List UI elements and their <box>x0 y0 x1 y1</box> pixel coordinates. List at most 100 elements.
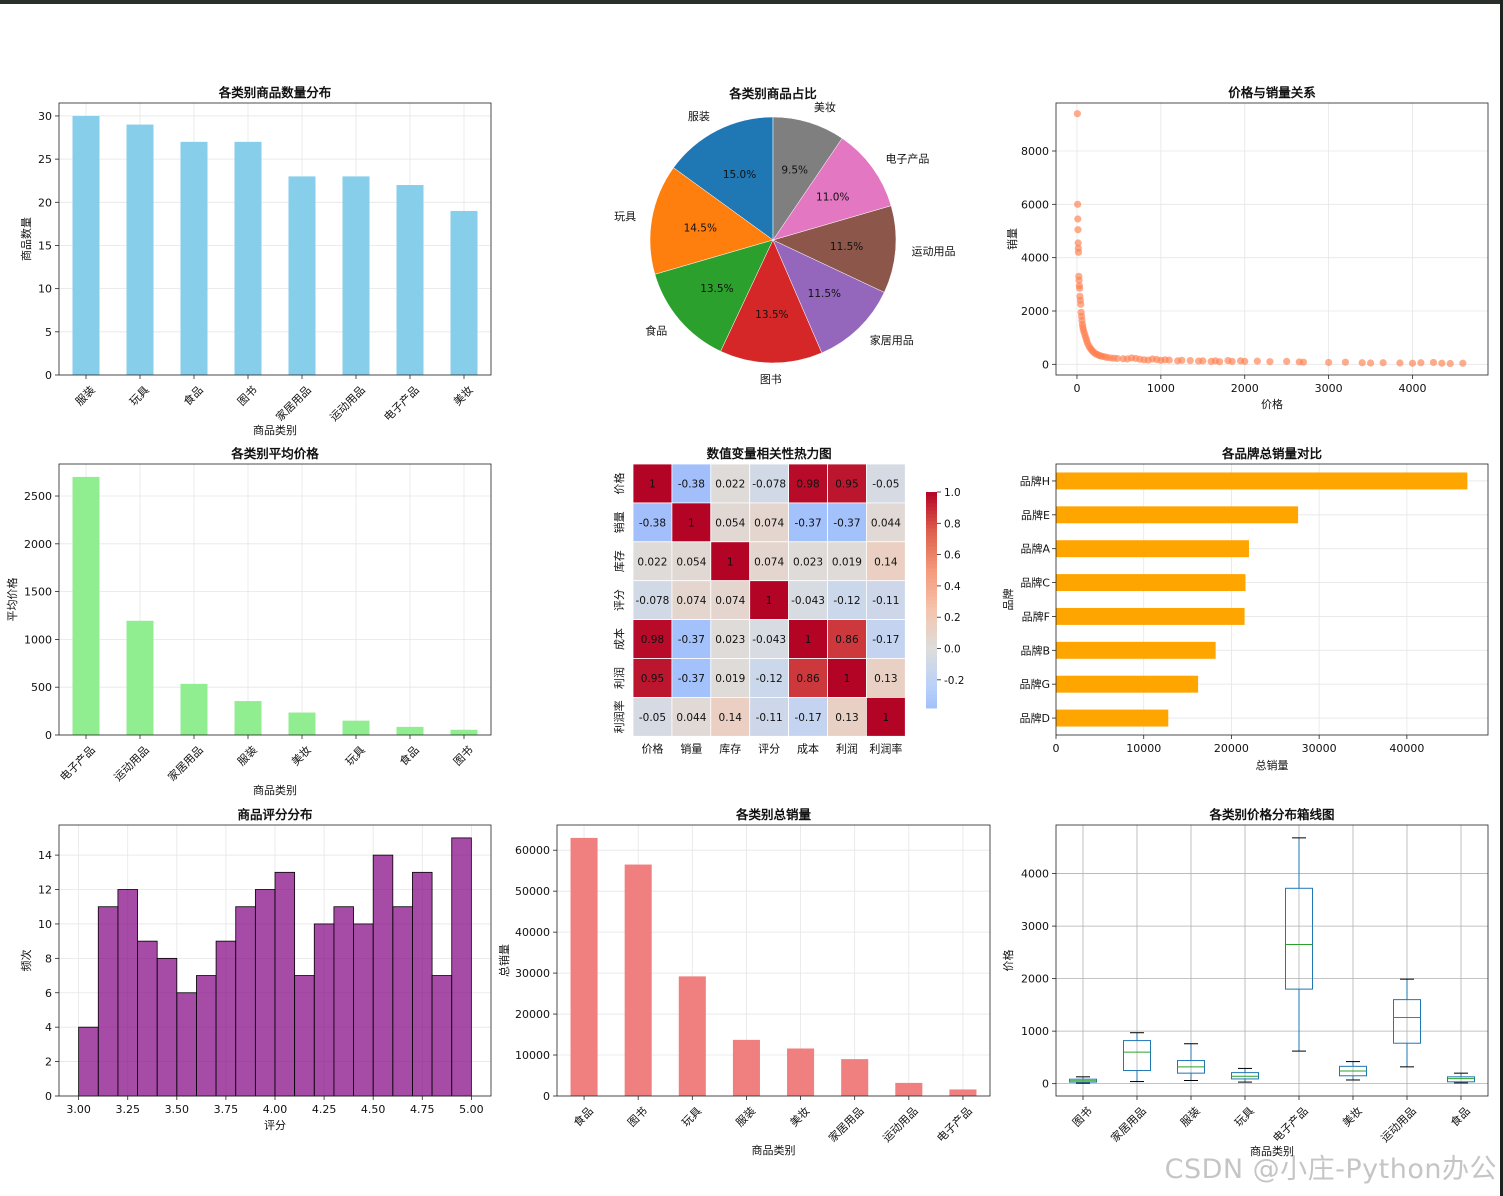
category-avg-price-chart: 0 500 1000 1500 2000 2500 电子产品 运动用品 家居用品 服装 美妆 玩具 食品… <box>5 446 492 797</box>
y-tick-label: 50000 <box>515 885 550 898</box>
heatmap-cell-value: 1 <box>727 556 734 568</box>
scatter-point <box>1459 359 1467 367</box>
chart-title: 商品评分分布 <box>237 807 313 822</box>
window-right-border <box>1500 0 1503 1196</box>
x-axis-label: 商品类别 <box>1250 1144 1294 1158</box>
heatmap-cell-value: 0.86 <box>796 673 820 685</box>
scatter-point <box>1178 356 1186 364</box>
scatter-point <box>1199 357 1207 365</box>
scatter-point <box>1429 358 1438 367</box>
x-tick-label: 成本 <box>797 741 819 755</box>
x-tick-label: 4.75 <box>410 1103 435 1116</box>
y-tick-label: 10 <box>38 283 52 296</box>
colorbar-segment <box>926 520 937 525</box>
scatter-point <box>1073 110 1081 118</box>
x-tick-label: 服装 <box>733 1105 758 1130</box>
window-top-border <box>0 0 1503 4</box>
y-tick-label: 4 <box>45 1021 52 1034</box>
x-tick-label: 运动用品 <box>327 384 367 424</box>
scatter-point <box>1396 359 1404 367</box>
colorbar-segment <box>926 531 937 536</box>
bar <box>949 1089 977 1096</box>
heatmap-cell-value: 1 <box>649 478 656 490</box>
colorbar-segment <box>926 528 937 533</box>
y-tick-label: 0 <box>45 1090 52 1103</box>
heatmap-cell <box>632 658 673 698</box>
colorbar-segment <box>926 682 937 687</box>
slice-percent-label: 15.0% <box>723 169 756 181</box>
y-tick-label: 10000 <box>515 1049 550 1062</box>
bar <box>126 620 154 735</box>
x-tick-label: 图书 <box>451 744 476 769</box>
x-tick-label: 美妆 <box>289 744 314 769</box>
heatmap-cell <box>827 697 867 737</box>
heatmap-cell <box>749 463 790 504</box>
x-tick-label: 玩具 <box>343 744 368 769</box>
box-body <box>1285 887 1313 990</box>
colorbar-segment <box>926 582 937 587</box>
heatmap-cell-value: -0.043 <box>791 595 825 607</box>
axes-frame <box>1055 463 1489 736</box>
slice-label: 家居用品 <box>870 333 914 347</box>
bar <box>732 1039 760 1096</box>
axes-frame <box>556 824 991 1097</box>
axes-frame <box>58 463 492 736</box>
x-tick-label: 1000 <box>1147 382 1175 395</box>
bar <box>342 176 370 375</box>
x-tick-label: 家居用品 <box>273 383 314 424</box>
heatmap-cell-value: 1 <box>766 595 773 607</box>
heatmap-cell <box>710 580 751 621</box>
y-tick-label: 成本 <box>612 628 626 650</box>
scatter-point <box>1113 354 1121 363</box>
colorbar-tick-label: 0.4 <box>944 581 961 593</box>
box-body <box>1123 1040 1151 1072</box>
category-total-sales-chart: 0 10000 20000 30000 40000 50000 60000 食品 图书 玩具 服装 美… <box>497 807 991 1157</box>
x-tick-label: 30000 <box>1302 742 1337 755</box>
y-tick-label: 1500 <box>24 586 52 599</box>
slice-label: 食品 <box>645 323 667 337</box>
bar <box>841 1059 869 1096</box>
colorbar-segment <box>926 499 937 504</box>
heatmap-cell <box>827 463 867 504</box>
heatmap-cell-value: 0.054 <box>715 517 745 529</box>
histogram-bar <box>451 837 472 1097</box>
pie-slice <box>772 137 892 241</box>
y-tick-label: 0 <box>1042 1078 1049 1091</box>
heatmap-cell-value: 0.023 <box>793 556 823 568</box>
scatter-point <box>1341 358 1349 366</box>
scatter-point <box>1074 239 1082 247</box>
bar <box>1056 675 1199 693</box>
x-tick-label: 玩具 <box>127 384 152 409</box>
heatmap-cell <box>788 502 828 543</box>
x-tick-label: 电子产品 <box>1270 1104 1311 1145</box>
x-axis-label: 商品类别 <box>752 1143 796 1157</box>
scatter-point <box>1299 358 1308 366</box>
x-tick-label: 电子产品 <box>57 743 98 784</box>
x-tick-label: 20000 <box>1214 742 1249 755</box>
y-tick-label: 20 <box>38 196 52 209</box>
colorbar-tick-label: 0.0 <box>944 644 961 656</box>
colorbar-segment <box>926 654 937 659</box>
y-tick-label: 品牌A <box>1020 542 1050 556</box>
scatter-point <box>1077 300 1085 308</box>
pie-slice <box>772 116 843 241</box>
heatmap-cell-value: 0.044 <box>676 712 706 724</box>
scatter-point <box>1076 284 1084 292</box>
bar <box>234 701 262 735</box>
bar <box>72 476 100 735</box>
pie-slice <box>654 239 774 352</box>
x-tick-label: 2000 <box>1231 382 1259 395</box>
category-count-chart: 0 5 10 15 20 25 30 服装 玩具 食品 图书 家居用品 运动用品 电子产品 美妆 各类别商品数… <box>19 85 492 437</box>
y-tick-label: 0 <box>45 369 52 382</box>
heatmap-cell <box>749 580 790 621</box>
scatter-point <box>1215 358 1224 366</box>
watermark: CSDN @小庄-Python办公 <box>1164 1154 1497 1185</box>
bar <box>180 141 208 375</box>
colorbar-segment <box>926 560 937 565</box>
y-tick-label: 3000 <box>1021 920 1049 933</box>
histogram-bar <box>235 906 256 1097</box>
bar <box>72 115 100 375</box>
x-tick-label: 美妆 <box>1340 1105 1365 1130</box>
scatter-point <box>1074 200 1082 208</box>
